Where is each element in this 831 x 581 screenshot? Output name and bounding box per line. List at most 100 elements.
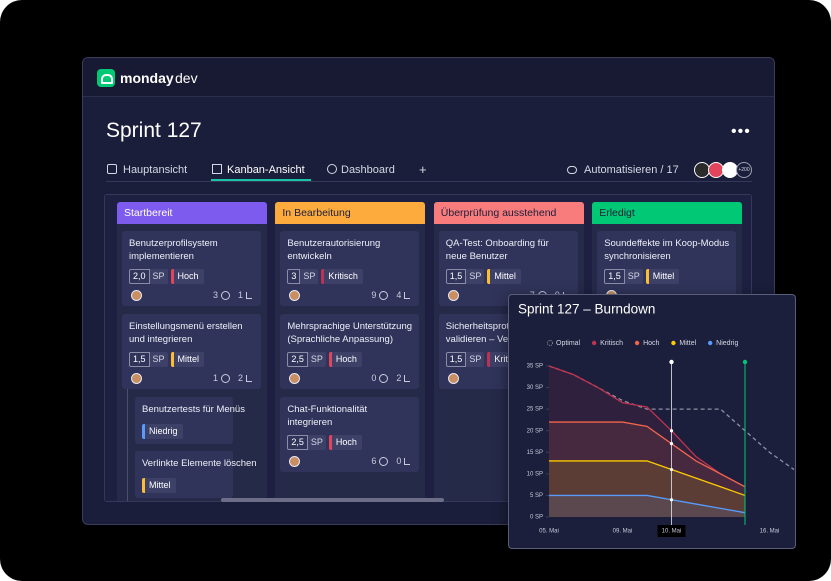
- hover-point: [669, 467, 674, 472]
- x-tick-label: 05. Mai: [539, 529, 559, 535]
- legend-symbol: [707, 340, 713, 346]
- page-title: Sprint 127: [106, 119, 202, 142]
- tag-row: 2,5 SP Hoch: [287, 435, 412, 450]
- avatar: [447, 289, 459, 301]
- points-unit: SP: [307, 352, 326, 367]
- story-points: 2,5: [287, 435, 308, 450]
- priority-tag: Niedrig: [142, 424, 183, 439]
- subitem-title: Verlinkte Elemente löschen: [142, 458, 257, 469]
- logo[interactable]: [97, 69, 115, 87]
- tab[interactable]: Kanban-Ansicht: [227, 164, 305, 176]
- card[interactable]: Benutzerautorisierung entwickeln 3 SP Kriti…: [280, 231, 420, 306]
- card-title: Benutzerautorisierung entwickeln: [287, 238, 381, 262]
- y-tick-label: 5 SP: [530, 493, 543, 499]
- story-points: 1,5: [604, 269, 625, 284]
- series-area: [549, 422, 745, 517]
- brand: monday: [120, 70, 174, 86]
- kanban-board: Startbereit Benutzerprofilsystem implemen…: [104, 194, 752, 502]
- column-header: Erledigt: [592, 202, 743, 224]
- column-header: Startbereit: [117, 202, 267, 224]
- avatar: [289, 455, 301, 467]
- comment-count: 9: [371, 290, 377, 300]
- hover-point: [669, 498, 674, 502]
- comment-icon: [220, 290, 230, 300]
- card[interactable]: Soundeffekte im Koop-Modus synchronisier…: [597, 231, 737, 306]
- subitem-icon: [246, 374, 252, 382]
- points-unit: SP: [149, 352, 168, 367]
- story-points: 2,0: [129, 269, 150, 284]
- series-line: [548, 365, 746, 488]
- burndown-panel: Sprint 127 – Burndown Optimal Kritisch Hoch…: [508, 294, 796, 549]
- y-tick-label: 20 SP: [527, 428, 543, 434]
- story-points: 1,5: [129, 352, 150, 367]
- points-unit: SP: [300, 269, 319, 284]
- x-tick-label: 10. Mai: [662, 529, 682, 535]
- subitem-list: Benutzertests für Menüs Niedrig Verlinkte …: [127, 389, 267, 501]
- tab[interactable]: Dashboard: [341, 164, 395, 176]
- card[interactable]: Mehrsprachige Unterstützung (Sprachliche…: [280, 314, 420, 389]
- chart-title: Sprint 127 – Burndown: [518, 302, 655, 317]
- legend-label: Optimal: [556, 340, 581, 347]
- subitem: Verlinkte Elemente löschen Mittel: [135, 451, 257, 498]
- members-more[interactable]: +200: [736, 162, 752, 178]
- subitem-icon: [404, 457, 411, 465]
- automation-icon: [567, 166, 577, 174]
- today-dot: [742, 359, 748, 365]
- card-title: Chat-Funktionalität integrieren: [287, 404, 368, 428]
- legend-symbol: [591, 340, 597, 346]
- tag-row: 2,5 SP Hoch: [287, 352, 412, 367]
- card-title: Einstellungsmenü erstellen und integrier…: [129, 321, 243, 345]
- card-title: Benutzerprofilsystem implementieren: [129, 238, 218, 262]
- comment-count: 1: [212, 373, 218, 383]
- y-tick-label: 10 SP: [527, 471, 543, 477]
- card[interactable]: Chat-Funktionalität integrieren 2,5 SP Hoch…: [280, 397, 420, 472]
- avatar: [131, 372, 142, 384]
- subitem-icon: [404, 291, 411, 299]
- tag-row: Mittel: [142, 478, 226, 493]
- points-unit: SP: [466, 269, 485, 284]
- story-points: 1,5: [445, 269, 467, 284]
- automation[interactable]: Automatisieren / 17: [584, 164, 679, 176]
- x-tick-label: 09. Mai: [613, 529, 633, 535]
- card-title: Mehrsprachige Unterstützung (Sprachliche…: [287, 321, 413, 345]
- subitem-count: 4: [396, 290, 402, 300]
- tag-row: 1,5 SP Mittel: [604, 269, 729, 284]
- tab-icon: [107, 164, 117, 174]
- avatar: [289, 289, 301, 301]
- card[interactable]: Einstellungsmenü erstellen und integrier…: [122, 314, 261, 389]
- tab-icon: [212, 164, 222, 174]
- card[interactable]: Benutzerprofilsystem implementieren 2,0 SP…: [122, 231, 261, 306]
- priority-tag: Kritisch: [321, 269, 363, 284]
- column: Startbereit Benutzerprofilsystem implemen…: [117, 202, 267, 501]
- add-tab[interactable]: +: [419, 162, 427, 177]
- subitem: Benutzertests für Menüs Niedrig: [135, 397, 245, 444]
- y-tick-label: 25 SP: [527, 407, 543, 413]
- menu-button[interactable]: •••: [731, 123, 751, 140]
- crosshair-dot: [669, 359, 674, 365]
- comment-count: 6: [371, 456, 377, 466]
- y-tick-label: 35 SP: [527, 364, 543, 370]
- column-body: Benutzerautorisierung entwickeln 3 SP Kriti…: [275, 224, 426, 501]
- y-tick-label: 15 SP: [527, 450, 543, 456]
- points-unit: SP: [624, 269, 643, 284]
- avatar: [447, 372, 459, 384]
- hover-point: [669, 429, 674, 433]
- scrollbar[interactable]: [221, 498, 444, 502]
- priority-tag: Mittel: [170, 352, 205, 367]
- tag-row: Niedrig: [142, 424, 226, 439]
- comment-icon: [379, 290, 389, 300]
- card-title: Sicherheitsprotokolle validieren – Ver: [445, 321, 534, 345]
- subitem-count: 1: [237, 290, 243, 300]
- tag-row: 2,0 SP Hoch: [129, 269, 254, 284]
- priority-tag: Hoch: [328, 435, 362, 450]
- legend-symbol: [547, 340, 553, 346]
- card[interactable]: QA-Test: Onboarding für neue Benutzer 1,5…: [438, 231, 578, 306]
- series-area: [549, 460, 745, 517]
- tab[interactable]: Hauptansicht: [123, 164, 188, 176]
- legend-symbol: [671, 340, 676, 346]
- avatar: [131, 289, 142, 301]
- tag-row: 3 SP Kritisch: [287, 269, 412, 284]
